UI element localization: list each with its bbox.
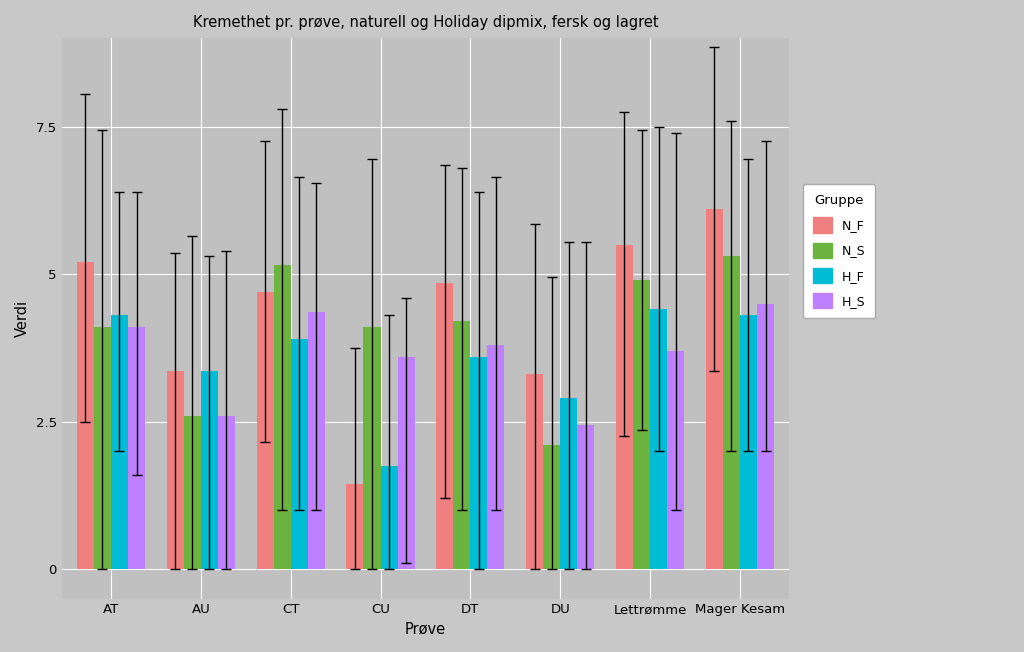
Bar: [633, 280, 650, 569]
Bar: [436, 283, 454, 569]
Bar: [667, 351, 684, 569]
Bar: [487, 345, 505, 569]
Bar: [77, 262, 94, 569]
Bar: [526, 374, 543, 569]
Bar: [615, 244, 633, 569]
Bar: [308, 312, 325, 569]
Bar: [706, 209, 723, 569]
Bar: [397, 357, 415, 569]
Bar: [454, 321, 470, 569]
Title: Kremethet pr. prøve, naturell og Holiday dipmix, fersk og lagret: Kremethet pr. prøve, naturell og Holiday…: [193, 15, 658, 30]
Bar: [273, 265, 291, 569]
Y-axis label: Verdi: Verdi: [15, 300, 30, 337]
Legend: N_F, N_S, H_F, H_S: N_F, N_S, H_F, H_S: [803, 185, 876, 318]
Bar: [218, 416, 234, 569]
Bar: [257, 292, 273, 569]
Bar: [167, 372, 183, 569]
Bar: [543, 445, 560, 569]
Bar: [128, 327, 145, 569]
Bar: [470, 357, 487, 569]
Bar: [381, 466, 397, 569]
X-axis label: Prøve: Prøve: [404, 622, 446, 637]
Bar: [291, 339, 308, 569]
Bar: [650, 310, 667, 569]
Bar: [364, 327, 381, 569]
Bar: [757, 304, 774, 569]
Bar: [201, 372, 218, 569]
Bar: [578, 424, 594, 569]
Bar: [94, 327, 111, 569]
Bar: [740, 316, 757, 569]
Bar: [346, 484, 364, 569]
Bar: [560, 398, 578, 569]
Bar: [183, 416, 201, 569]
Bar: [111, 316, 128, 569]
Bar: [723, 256, 740, 569]
